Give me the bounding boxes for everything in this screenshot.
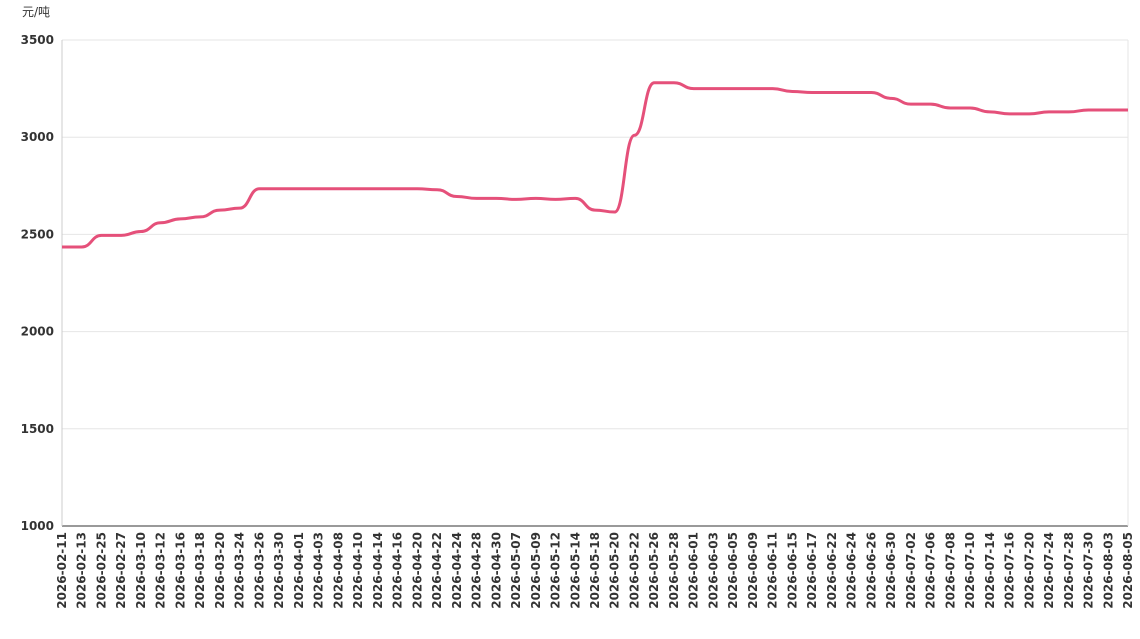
x-tick-label: 2026-08-05 [1121,532,1135,609]
x-tick-label: 2026-06-17 [805,532,819,609]
x-tick-label: 2026-03-10 [134,532,148,609]
x-tick-label: 2026-04-16 [391,532,405,609]
x-tick-label: 2026-02-27 [114,532,128,609]
x-tick-label: 2026-05-20 [608,532,622,609]
x-tick-label: 2026-05-07 [509,532,523,609]
y-tick-label: 3500 [21,33,54,47]
x-tick-label: 2026-05-09 [529,532,543,609]
x-tick-label: 2026-04-08 [331,532,345,609]
x-tick-label: 2026-03-24 [233,532,247,609]
x-tick-label: 2026-04-22 [430,532,444,609]
x-tick-label: 2026-05-22 [627,532,641,609]
x-tick-label: 2026-04-28 [470,532,484,609]
x-tick-label: 2026-07-20 [1022,532,1036,609]
x-tick-label: 2026-06-22 [825,532,839,609]
x-tick-label: 2026-07-24 [1042,532,1056,609]
x-tick-label: 2026-03-16 [173,532,187,609]
x-tick-label: 2026-07-28 [1062,532,1076,609]
x-tick-label: 2026-02-25 [94,532,108,609]
x-tick-label: 2026-03-20 [213,532,227,609]
x-tick-label: 2026-03-26 [252,532,266,609]
x-tick-label: 2026-06-15 [785,532,799,609]
x-tick-label: 2026-06-24 [845,532,859,609]
x-tick-label: 2026-07-02 [904,532,918,609]
x-tick-label: 2026-06-30 [884,532,898,609]
x-tick-label: 2026-05-26 [647,532,661,609]
x-tick-label: 2026-06-01 [687,532,701,609]
x-tick-label: 2026-07-30 [1082,532,1096,609]
y-axis-label: 元/吨 [22,5,50,19]
y-tick-label: 1000 [21,519,54,533]
x-tick-label: 2026-04-30 [489,532,503,609]
x-tick-label: 2026-05-18 [588,532,602,609]
x-tick-label: 2026-04-14 [371,532,385,609]
x-tick-label: 2026-06-26 [864,532,878,609]
x-tick-label: 2026-07-16 [1003,532,1017,609]
y-tick-label: 2000 [21,325,54,339]
line [62,81,1128,249]
x-tick-label: 2026-03-12 [154,532,168,609]
x-tick-label: 2026-07-14 [983,532,997,609]
x-tick-label: 2026-03-18 [193,532,207,609]
x-tick-label: 2026-07-10 [963,532,977,609]
x-tick-label: 2026-02-13 [75,532,89,609]
y-tick-label: 3000 [21,130,54,144]
x-tick-label: 2026-06-11 [766,532,780,609]
x-tick-label: 2026-04-03 [312,532,326,609]
x-tick-label: 2026-04-10 [351,532,365,609]
x-tick-label: 2026-04-20 [410,532,424,609]
x-tick-label: 2026-05-28 [667,532,681,609]
x-tick-label: 2026-08-03 [1101,532,1115,609]
x-tick-label: 2026-03-30 [272,532,286,609]
x-tick-label: 2026-02-11 [55,532,69,609]
x-tick-label: 2026-05-12 [549,532,563,609]
x-tick-label: 2026-04-01 [292,532,306,609]
y-tick-label: 2500 [21,227,54,241]
x-tick-label: 2026-04-24 [450,532,464,609]
x-tick-label: 2026-06-03 [706,532,720,609]
x-tick-label: 2026-07-08 [943,532,957,609]
x-tick-label: 2026-06-09 [746,532,760,609]
y-tick-label: 1500 [21,422,54,436]
x-tick-label: 2026-05-14 [568,532,582,609]
x-tick-label: 2026-06-05 [726,532,740,609]
x-tick-label: 2026-07-06 [924,532,938,609]
